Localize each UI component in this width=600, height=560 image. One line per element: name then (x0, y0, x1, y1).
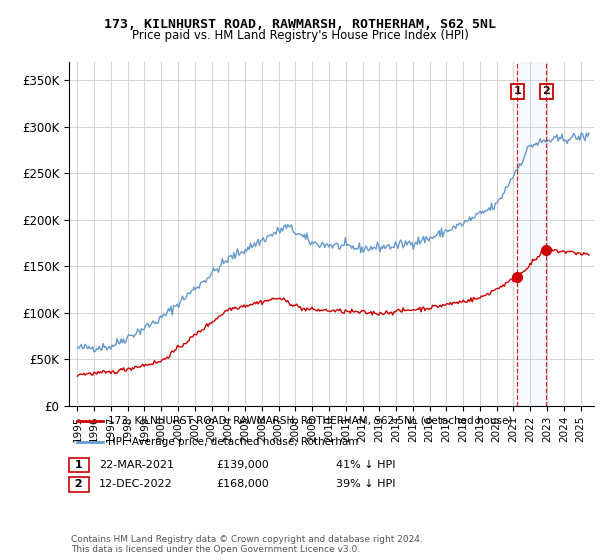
Text: 173, KILNHURST ROAD, RAWMARSH, ROTHERHAM, S62 5NL (detached house): 173, KILNHURST ROAD, RAWMARSH, ROTHERHAM… (109, 416, 513, 426)
Text: Contains HM Land Registry data © Crown copyright and database right 2024.
This d: Contains HM Land Registry data © Crown c… (71, 535, 422, 554)
Text: 173, KILNHURST ROAD, RAWMARSH, ROTHERHAM, S62 5NL: 173, KILNHURST ROAD, RAWMARSH, ROTHERHAM… (104, 18, 496, 31)
Text: 39% ↓ HPI: 39% ↓ HPI (336, 479, 395, 489)
Text: £139,000: £139,000 (216, 460, 269, 470)
Text: Price paid vs. HM Land Registry's House Price Index (HPI): Price paid vs. HM Land Registry's House … (131, 29, 469, 42)
Text: 1: 1 (71, 460, 86, 470)
Text: 22-MAR-2021: 22-MAR-2021 (99, 460, 174, 470)
Bar (517, 62, 546, 406)
Text: HPI: Average price, detached house, Rotherham: HPI: Average price, detached house, Roth… (109, 437, 359, 447)
Text: 12-DEC-2022: 12-DEC-2022 (99, 479, 173, 489)
Text: £168,000: £168,000 (216, 479, 269, 489)
Text: 41% ↓ HPI: 41% ↓ HPI (336, 460, 395, 470)
Text: 2: 2 (71, 479, 86, 489)
Text: 2: 2 (542, 86, 550, 96)
Text: 1: 1 (514, 86, 521, 96)
